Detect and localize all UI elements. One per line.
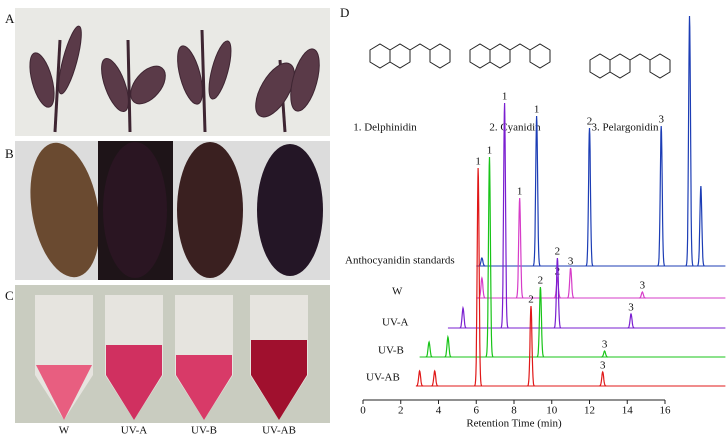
compound-name: 3. Pelargonidin: [591, 122, 659, 134]
peak-label: 3: [602, 339, 608, 351]
peak-label: 1: [502, 91, 508, 103]
x-tick-label: 6: [474, 405, 480, 417]
peak-label: 1: [487, 145, 493, 157]
peak: [536, 286, 545, 358]
peak-label: 2: [528, 294, 534, 306]
peak-label: 2: [538, 275, 544, 287]
peak-label: 1: [475, 156, 481, 168]
sprigs: [29, 25, 320, 133]
peak: [444, 334, 452, 358]
peak: [485, 156, 494, 357]
peak-label: 2: [587, 116, 593, 128]
leaves: [30, 141, 323, 280]
peak-label: 3: [600, 360, 606, 372]
series-label: Anthocyanidin standards: [345, 255, 455, 267]
peak: [627, 312, 635, 329]
tubes: [35, 295, 308, 420]
peak: [474, 167, 483, 386]
compound-name: 2. Cyanidin: [489, 122, 541, 134]
compound-name: 1. Delphinidin: [353, 122, 417, 134]
x-tick-label: 4: [436, 405, 442, 417]
peak-label: 3: [640, 280, 646, 292]
panel-label: A: [5, 11, 15, 26]
peak: [657, 125, 666, 267]
peak: [639, 291, 646, 299]
peak: [697, 185, 705, 267]
peak: [553, 276, 561, 299]
peak: [500, 102, 509, 328]
peak: [553, 257, 562, 329]
peak: [585, 127, 594, 267]
peak-label: 3: [568, 256, 574, 268]
peak: [425, 340, 433, 358]
series-label: UV-A: [382, 317, 409, 329]
peak-label: 1: [534, 104, 540, 116]
peak-label: 2: [555, 246, 561, 258]
peak: [416, 369, 424, 387]
tube-label: UV-B: [191, 425, 217, 437]
peak: [601, 350, 608, 358]
peak: [685, 15, 694, 266]
x-tick-label: 0: [360, 405, 366, 417]
series-label: UV-B: [378, 345, 404, 357]
structures: [369, 43, 671, 79]
peak: [459, 305, 467, 329]
peak-label: 3: [628, 302, 634, 314]
x-tick-label: 8: [511, 405, 517, 417]
peak-label: 3: [658, 114, 664, 126]
peak: [515, 197, 524, 299]
peak-label: 1: [517, 186, 523, 198]
peak: [599, 370, 607, 387]
peak: [532, 115, 541, 267]
x-tick-label: 10: [546, 405, 558, 417]
series-label: UV-AB: [366, 372, 400, 384]
x-tick-label: 14: [622, 405, 634, 417]
x-axis-title: Retention Time (min): [466, 418, 562, 430]
peak: [567, 267, 575, 299]
panel-label: C: [5, 288, 14, 303]
peak: [527, 305, 535, 387]
peak-label: 2: [555, 266, 561, 278]
peak: [431, 369, 439, 387]
panel-label: D: [340, 5, 349, 20]
tube-label: UV-A: [121, 425, 148, 437]
panel-label: B: [5, 146, 14, 161]
tube-label: UV-AB: [262, 425, 296, 437]
x-tick-label: 2: [398, 405, 404, 417]
tube-label: W: [59, 425, 70, 437]
series-label: W: [392, 286, 403, 298]
x-tick-label: 16: [660, 405, 672, 417]
x-tick-label: 12: [584, 405, 595, 417]
